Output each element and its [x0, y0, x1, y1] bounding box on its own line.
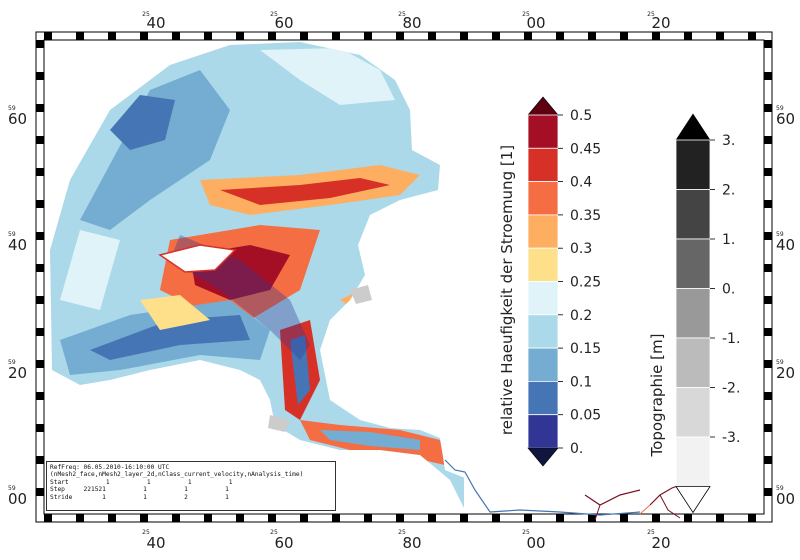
frequency-label: 0.4: [570, 175, 592, 191]
lat-left-label: 00: [8, 490, 27, 508]
lon-top-label: 80: [402, 14, 421, 32]
lat-left-label: 20: [8, 364, 27, 382]
lon-top-minute: 25: [398, 11, 406, 18]
frequency-arrow-top: [527, 96, 559, 116]
info-stride: Stride 1 1 2 1: [50, 493, 229, 501]
frequency-swatch: [527, 181, 559, 216]
frequency-label: 0.2: [570, 308, 592, 324]
topography-label: -3.: [722, 430, 740, 446]
lat-left-minute: 59: [8, 359, 16, 366]
lat-left-minute: 59: [8, 231, 16, 238]
frequency-swatch: [527, 414, 559, 449]
lon-bottom-label: 40: [146, 534, 165, 552]
info-step: Step 221521 1 1 1: [50, 486, 229, 494]
info-box: RefFreq: 06.05.2010-16:10:00 UTC (nMesh2…: [46, 461, 336, 511]
topography-swatch: [675, 139, 711, 190]
topography-legend-title: Topographie [m]: [648, 334, 666, 458]
frequency-swatch: [527, 247, 559, 282]
lon-bottom-label: 80: [402, 534, 421, 552]
info-reffreq: RefFreq: 06.05.2010-16:10:00 UTC: [50, 464, 170, 471]
frequency-label: 0.: [570, 441, 583, 457]
topography-swatch: [675, 238, 711, 289]
topography-label: 2.: [722, 183, 735, 199]
frequency-label: 0.05: [570, 408, 601, 424]
lat-right-label: 00: [776, 490, 795, 508]
info-start: Start 1 1 1 1: [50, 478, 233, 486]
topography-swatch: [675, 387, 711, 438]
frequency-swatch: [527, 314, 559, 349]
topography-label: -2.: [722, 381, 740, 397]
lat-right-label: 20: [776, 364, 795, 382]
frequency-legend-title: relative Haeufigkeit der Stroemung [1]: [498, 145, 516, 435]
lon-bottom-label: 20: [651, 534, 670, 552]
frequency-swatch: [527, 114, 559, 149]
lat-left-label: 40: [8, 236, 27, 254]
frequency-label: 0.45: [570, 141, 601, 157]
topography-swatch: [675, 189, 711, 240]
lat-right-minute: 59: [776, 359, 784, 366]
topography-swatch: [675, 337, 711, 388]
lon-top-minute: 25: [522, 11, 530, 18]
lon-bottom-label: 60: [274, 534, 293, 552]
frequency-label: 0.35: [570, 208, 601, 224]
lon-bottom-minute: 25: [142, 529, 150, 536]
topography-label: 3.: [722, 133, 735, 149]
topography-swatch: [675, 288, 711, 339]
frequency-swatch: [527, 347, 559, 382]
lat-right-label: 40: [776, 236, 795, 254]
frequency-swatch: [527, 281, 559, 316]
lat-left-minute: 59: [8, 485, 16, 492]
lon-top-minute: 25: [142, 11, 150, 18]
lon-top-label: 00: [526, 14, 545, 32]
frequency-swatch: [527, 214, 559, 249]
frequency-label: 0.1: [570, 374, 592, 390]
frequency-label: 0.15: [570, 341, 601, 357]
frequency-arrow-bottom: [527, 447, 559, 467]
lon-bottom-minute: 25: [522, 529, 530, 536]
topography-label: 0.: [722, 282, 735, 298]
map-frame: [35, 31, 773, 523]
lon-bottom-minute: 25: [398, 529, 406, 536]
lon-top-label: 60: [274, 14, 293, 32]
lon-top-minute: 25: [647, 11, 655, 18]
lat-left-minute: 59: [8, 105, 16, 112]
lon-top-label: 40: [146, 14, 165, 32]
lat-right-minute: 59: [776, 485, 784, 492]
lat-right-minute: 59: [776, 105, 784, 112]
topography-arrow-top: [675, 113, 711, 141]
lon-top-label: 20: [651, 14, 670, 32]
frequency-legend: relative Haeufigkeit der Stroemung [1] 0…: [498, 96, 601, 467]
frequency-swatch: [527, 147, 559, 183]
topography-label: -1.: [722, 331, 740, 347]
topography-swatch: [675, 436, 711, 487]
lat-right-minute: 59: [776, 231, 784, 238]
info-dims: (nMesh2_face,nMesh2_layer_2d,nClass_curr…: [50, 471, 304, 479]
lon-top-minute: 25: [270, 11, 278, 18]
lat-right-label: 60: [776, 110, 795, 128]
lat-left-label: 60: [8, 110, 27, 128]
topography-arrow-bottom: [675, 486, 711, 514]
topography-label: 1.: [722, 232, 735, 248]
lon-bottom-minute: 25: [647, 529, 655, 536]
frequency-label: 0.25: [570, 275, 601, 291]
frequency-label: 0.5: [570, 108, 592, 124]
frequency-swatch: [527, 380, 559, 416]
topography-legend: Topographie [m] 3. 2. 1. 0. -1. -2. -3.: [648, 113, 740, 514]
lon-bottom-minute: 25: [270, 529, 278, 536]
lon-bottom-label: 00: [526, 534, 545, 552]
frequency-label: 0.3: [570, 241, 592, 257]
